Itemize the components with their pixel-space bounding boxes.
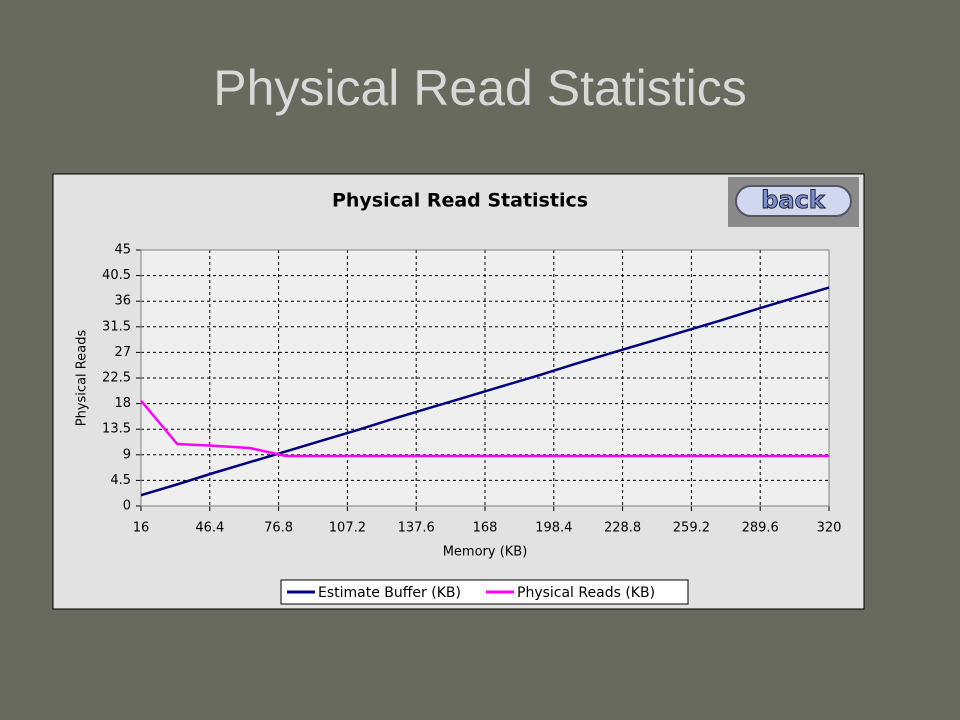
x-tick-label: 16 [133, 521, 150, 536]
y-tick-label: 36 [114, 294, 131, 309]
back-button[interactable]: back [728, 177, 859, 227]
y-axis-title: Physical Reads [75, 330, 90, 427]
y-tick-label: 31.5 [102, 319, 131, 334]
x-tick-label: 107.2 [329, 521, 366, 536]
y-tick-label: 40.5 [102, 268, 131, 283]
y-tick-label: 4.5 [110, 473, 131, 488]
y-tick-label: 18 [114, 396, 131, 411]
y-tick-label: 0 [123, 499, 131, 514]
x-tick-label: 259.2 [673, 521, 710, 536]
chart-title: Physical Read Statistics [332, 190, 588, 212]
y-tick-label: 13.5 [102, 422, 131, 437]
x-tick-label: 198.4 [535, 521, 572, 536]
y-tick-label: 22.5 [102, 371, 131, 386]
legend-label: Estimate Buffer (KB) [318, 585, 461, 601]
y-tick-label: 27 [114, 345, 131, 360]
series-line [140, 399, 829, 458]
x-tick-label: 137.6 [398, 521, 435, 536]
plot-border [140, 249, 830, 507]
back-button-pill [735, 185, 852, 217]
back-button-label[interactable]: back [761, 186, 827, 215]
legend-label: Physical Reads (KB) [517, 585, 655, 601]
x-tick-label: 320 [817, 521, 842, 536]
x-tick-label: 289.6 [742, 521, 779, 536]
legend [280, 579, 689, 605]
x-tick-label: 46.4 [195, 521, 224, 536]
x-tick-label: 168 [473, 521, 498, 536]
slide-title: Physical Read Statistics [213, 60, 747, 116]
series-line [140, 286, 830, 497]
x-axis-title: Memory (KB) [443, 545, 528, 560]
x-tick-label: 76.8 [264, 521, 293, 536]
y-tick-label: 45 [114, 243, 131, 258]
y-tick-label: 9 [123, 447, 131, 462]
x-tick-label: 228.8 [604, 521, 641, 536]
